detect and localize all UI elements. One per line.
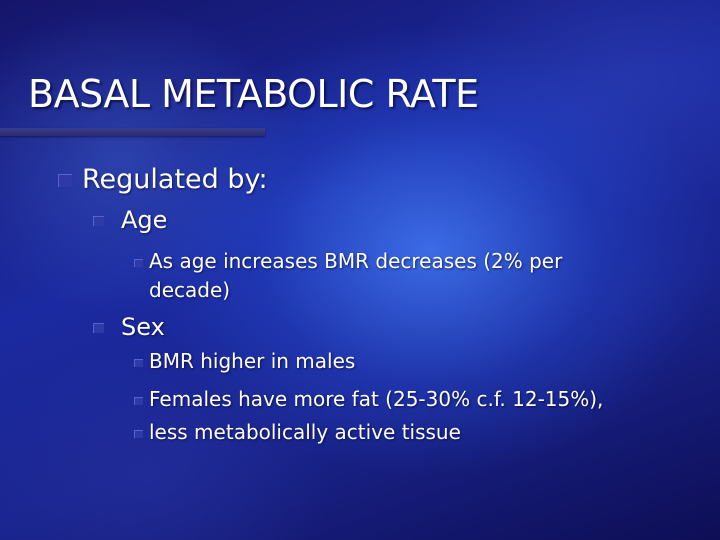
slide-title: BASAL METABOLIC RATE xyxy=(28,72,479,116)
title-underline xyxy=(0,128,265,136)
bullet-text: Females have more fat (25-30% c.f. 12-15… xyxy=(149,387,604,411)
bullet-text: less metabolically active tissue xyxy=(149,420,461,444)
bullet-text: Regulated by: xyxy=(82,164,268,195)
bullet-sex-detail-1: BMR higher in males xyxy=(134,349,355,373)
square-bullet-icon xyxy=(134,396,143,405)
square-bullet-icon xyxy=(58,174,72,187)
bullet-age-detail: As age increases BMR decreases (2% per xyxy=(134,249,562,273)
square-bullet-icon xyxy=(93,216,104,226)
bullet-regulated-by: Regulated by: xyxy=(58,164,268,195)
bullet-age: Age xyxy=(93,206,167,234)
bullet-age-detail-continuation: decade) xyxy=(149,278,231,302)
square-bullet-icon xyxy=(93,323,104,333)
bullet-text: As age increases BMR decreases (2% per xyxy=(149,249,563,273)
square-bullet-icon xyxy=(134,429,143,438)
bullet-text: BMR higher in males xyxy=(149,349,356,373)
bullet-sex-detail-2: Females have more fat (25-30% c.f. 12-15… xyxy=(134,387,603,411)
bullet-text: Sex xyxy=(121,313,165,341)
bullet-text: Age xyxy=(121,206,168,234)
bullet-sex: Sex xyxy=(93,313,165,341)
square-bullet-icon xyxy=(134,258,143,267)
bullet-sex-detail-3: less metabolically active tissue xyxy=(134,420,461,444)
square-bullet-icon xyxy=(134,358,143,367)
